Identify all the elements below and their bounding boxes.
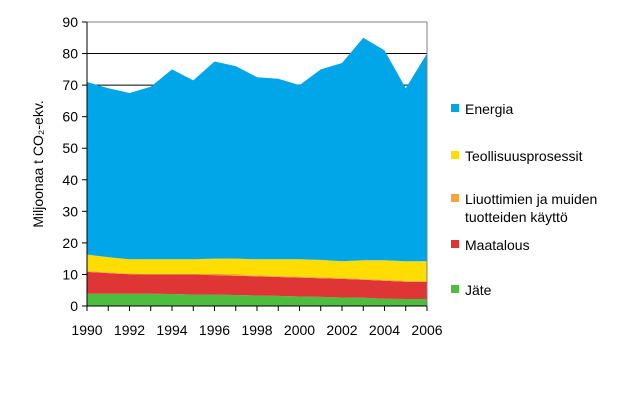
area-maatalous (87, 271, 427, 300)
legend-swatch (451, 240, 459, 248)
legend-item: Liuottimien ja muiden tuotteiden käyttö (451, 191, 597, 225)
legend-label: Maatalous (465, 237, 530, 253)
legend-label: Jäte (465, 282, 492, 298)
x-tick-label: 2006 (411, 322, 442, 338)
legend-item: Teollisuusprosessit (451, 148, 583, 164)
y-tick-labels: 0 10 20 30 40 50 60 70 80 90 (62, 14, 78, 314)
x-tick-label: 1998 (241, 322, 272, 338)
area-energia (87, 37, 427, 262)
y-tick-label: 0 (70, 298, 78, 314)
x-tick-labels: 1990 1992 1994 1996 1998 2000 2002 2004 2006 (71, 322, 442, 338)
areas (87, 37, 427, 306)
legend-label: tuotteiden käyttö (465, 209, 568, 225)
legend-swatch (451, 151, 459, 159)
y-tick-label: 20 (62, 235, 78, 251)
y-tick-label: 30 (62, 203, 78, 219)
x-tick-label: 2002 (326, 322, 357, 338)
legend-swatch (451, 194, 459, 202)
legend: Energia Teollisuusprosessit Liuottimien ja… (451, 101, 597, 298)
legend-item: Energia (451, 101, 513, 117)
y-tick-label: 60 (62, 109, 78, 125)
y-tick-label: 70 (62, 77, 78, 93)
legend-label: Liuottimien ja muiden (465, 191, 597, 207)
area-jäte (87, 293, 427, 306)
x-tick-label: 2004 (369, 322, 400, 338)
x-tick-label: 1990 (71, 322, 102, 338)
legend-swatch (451, 104, 459, 112)
y-tick-label: 80 (62, 46, 78, 62)
legend-item: Jäte (451, 282, 492, 298)
x-tick-label: 1992 (114, 322, 145, 338)
x-tick-label: 1994 (156, 322, 187, 338)
y-tick-label: 10 (62, 266, 78, 282)
y-tick-label: 40 (62, 172, 78, 188)
legend-label: Energia (465, 101, 513, 117)
legend-label: Teollisuusprosessit (465, 148, 583, 164)
legend-swatch (451, 285, 459, 293)
y-tick-label: 90 (62, 14, 78, 30)
y-axis-label: Miljoonaa t CO₂-ekv. (30, 100, 46, 227)
x-tick-label: 1996 (199, 322, 230, 338)
y-tick-label: 50 (62, 140, 78, 156)
axes (82, 21, 428, 311)
x-tick-label: 2000 (284, 322, 315, 338)
area-liuottimien (87, 270, 427, 283)
legend-item: Maatalous (451, 237, 530, 253)
